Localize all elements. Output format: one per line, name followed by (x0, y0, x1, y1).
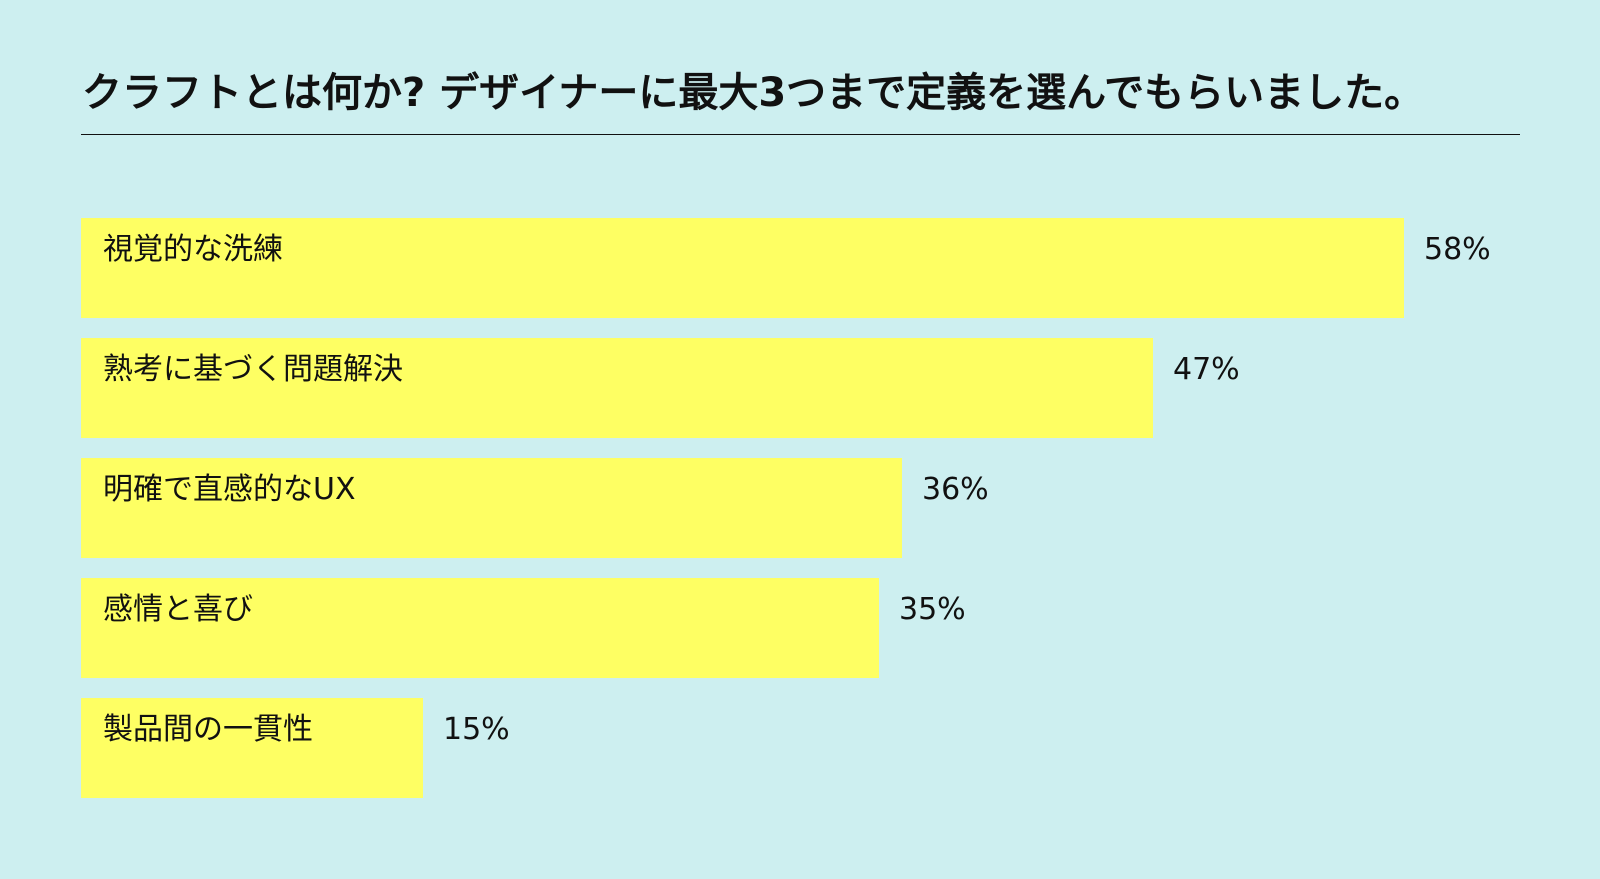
bar-value-label: 35% (899, 592, 966, 627)
bar-label: 明確で直感的なUX (103, 472, 356, 507)
bar-value-label: 47% (1173, 352, 1240, 387)
bar-value-label: 15% (443, 712, 510, 747)
bar-label: 熟考に基づく問題解決 (103, 352, 403, 387)
bar: 熟考に基づく問題解決 (81, 338, 1153, 438)
bar-value-label: 36% (922, 472, 989, 507)
bar-label: 製品間の一貫性 (103, 712, 313, 747)
bar-label: 感情と喜び (103, 592, 253, 627)
chart-title: クラフトとは何か? デザイナーに最大3つまで定義を選んでもらいました。 (82, 70, 1425, 116)
bar-value-label: 58% (1424, 232, 1491, 267)
bar: 製品間の一貫性 (81, 698, 423, 798)
bar: 感情と喜び (81, 578, 879, 678)
bar: 視覚的な洗練 (81, 218, 1404, 318)
title-divider (81, 134, 1520, 135)
bar: 明確で直感的なUX (81, 458, 902, 558)
bar-label: 視覚的な洗練 (103, 232, 283, 267)
